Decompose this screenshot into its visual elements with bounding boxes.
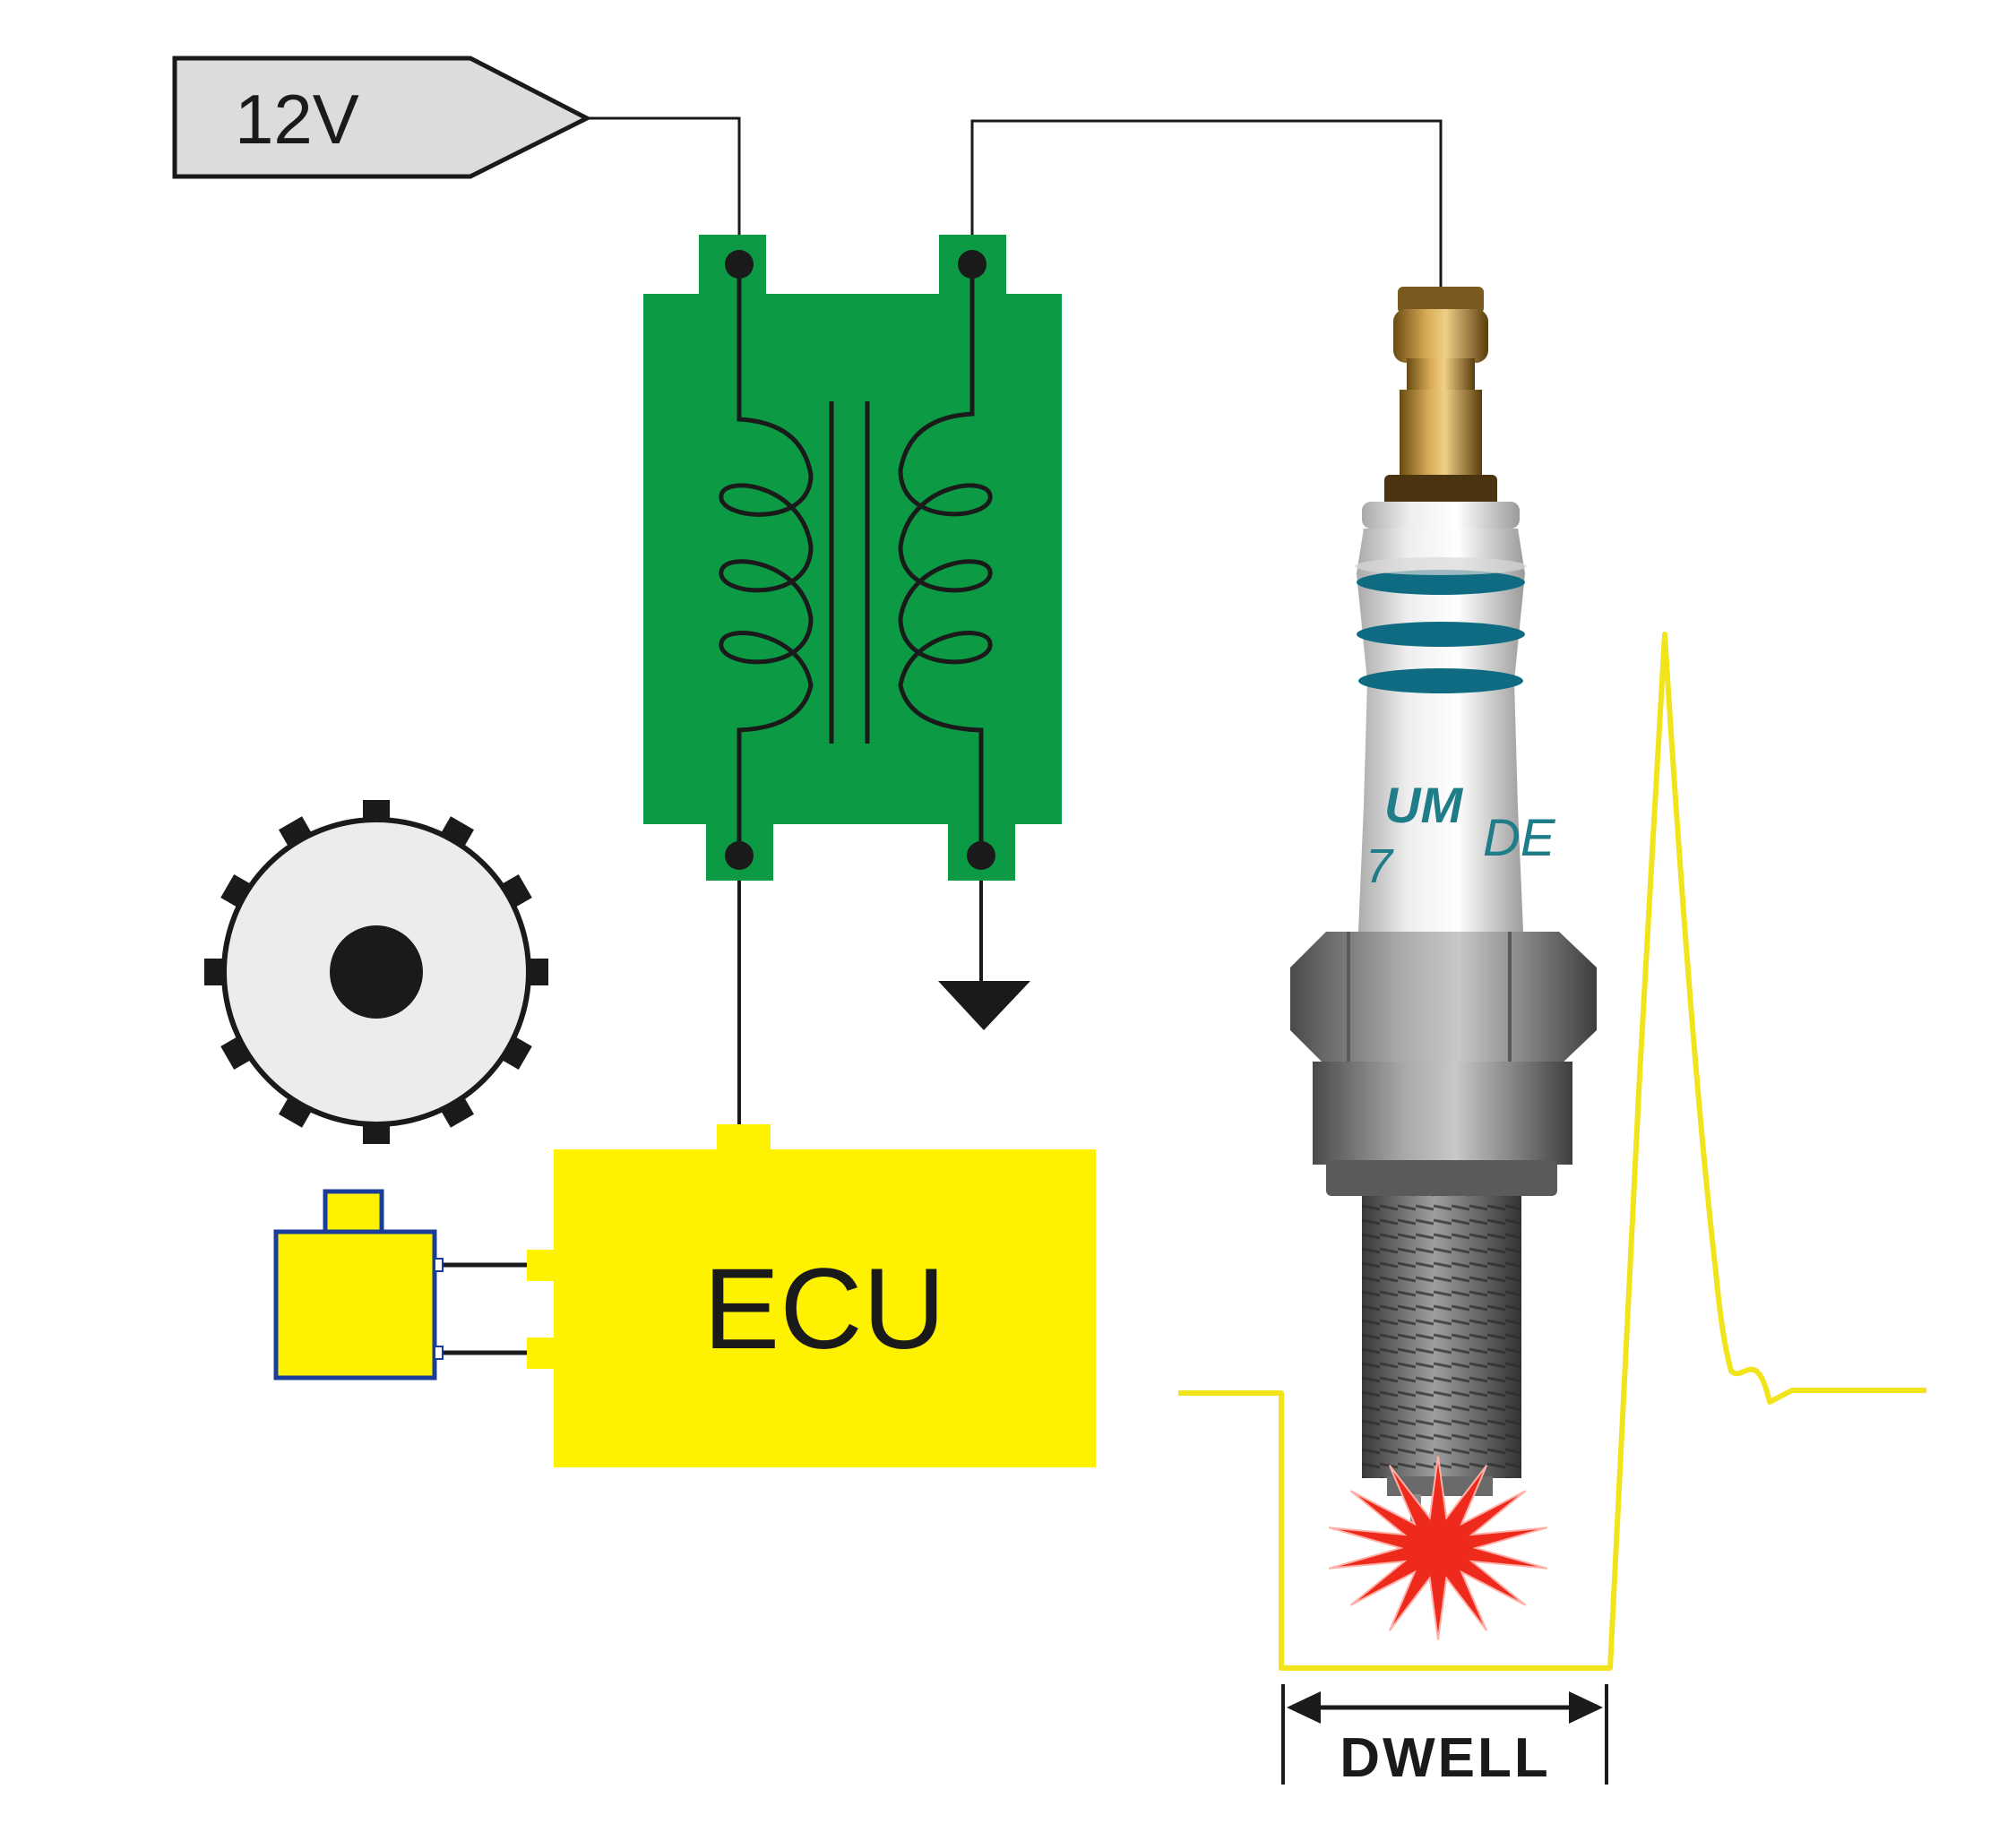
- dwell-marker: DWELL: [1281, 1684, 1608, 1789]
- crank-sensor-icon: [273, 1189, 444, 1380]
- plug-brand-text-2: DE: [1483, 809, 1556, 867]
- plug-model-text: 7: [1366, 839, 1394, 893]
- high-tension-wire: [970, 119, 1443, 287]
- ecu-box: ECU: [527, 1124, 1096, 1467]
- spark-icon: [1328, 1456, 1548, 1640]
- coil-terminal-secondary-ground: [967, 841, 995, 870]
- supply-tag-icon: 12V: [172, 56, 592, 179]
- wiring: [442, 116, 1443, 1355]
- coil-terminal-primary-positive: [725, 250, 754, 279]
- secondary-winding: [898, 264, 993, 856]
- supply-wire: [587, 116, 741, 264]
- dwell-label: DWELL: [1340, 1727, 1550, 1789]
- supply-voltage-label: 12V: [235, 80, 359, 159]
- reluctor-wheel-icon: [204, 800, 548, 1144]
- ignition-coil-icon: [643, 235, 1062, 881]
- ground-symbol-icon: [938, 981, 1030, 1030]
- primary-winding: [719, 264, 814, 856]
- primary-voltage-waveform: [1178, 632, 1926, 1671]
- spark-plug-icon: UM DE 7: [1290, 287, 1597, 1554]
- plug-brand-text-1: UM: [1384, 777, 1463, 833]
- coil-terminal-primary-negative: [725, 841, 754, 870]
- ecu-label: ECU: [703, 1245, 945, 1373]
- coil-terminal-secondary-output: [958, 250, 986, 279]
